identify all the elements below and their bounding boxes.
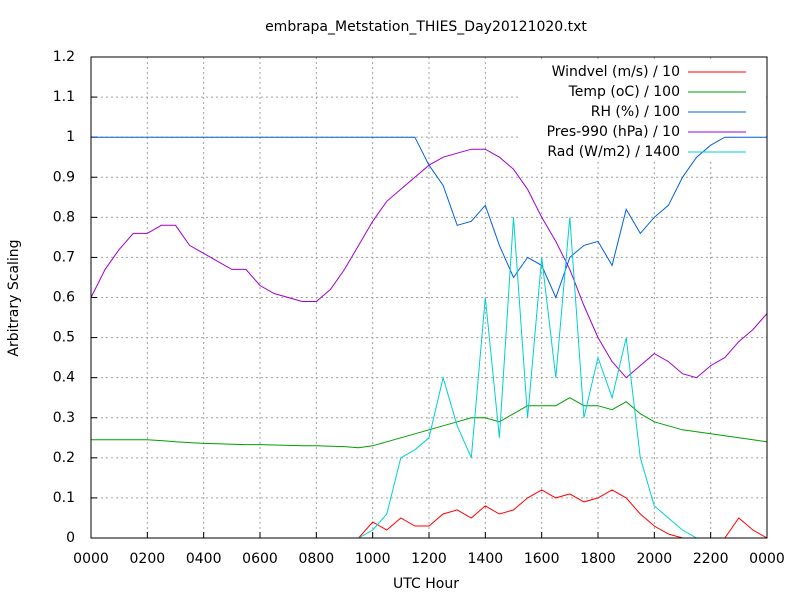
series-line: [91, 397, 768, 449]
legend-label: Temp (oC) / 100: [568, 84, 680, 100]
x-tick-label: 1400: [468, 551, 504, 567]
legend-box: [520, 60, 764, 160]
x-tick-label: 0000: [73, 551, 109, 567]
y-tick-label: 0.2: [53, 450, 75, 466]
y-tick-label: 0.4: [53, 370, 75, 386]
y-tick-label: 0.5: [53, 330, 75, 346]
plot-border: [90, 56, 768, 539]
chart-title: embrapa_Metstation_THIES_Day20121020.txt: [265, 19, 587, 35]
y-tick-label: 1.2: [53, 49, 75, 65]
y-tick-label: 0.6: [53, 290, 75, 306]
x-tick-label: 1600: [524, 551, 560, 567]
y-tick-label: 0.9: [53, 169, 75, 185]
y-tick-label: 1: [66, 129, 75, 145]
y-tick-label: 0.3: [53, 410, 75, 426]
y-tick-label: 0.8: [53, 209, 75, 225]
y-tick-label: 0: [66, 530, 75, 546]
x-tick-label: 1800: [580, 551, 616, 567]
x-tick-label: 2200: [693, 551, 729, 567]
y-tick-label: 1.1: [53, 89, 75, 105]
x-tick-label: 0200: [130, 551, 166, 567]
x-tick-label: 0400: [186, 551, 222, 567]
x-axis-label: UTC Hour: [393, 576, 459, 592]
x-tick-label: 0600: [242, 551, 278, 567]
legend-label: RH (%) / 100: [591, 104, 680, 120]
legend-label: Pres-990 (hPa) / 10: [547, 124, 680, 140]
y-tick-label: 0.7: [53, 249, 75, 265]
x-tick-label: 1200: [411, 551, 447, 567]
x-tick-label: 2000: [637, 551, 673, 567]
x-tick-label: 0800: [299, 551, 335, 567]
legend-label: Windvel (m/s) / 10: [552, 64, 680, 80]
legend-label: Rad (W/m2) / 1400: [547, 144, 680, 160]
y-axis-label: Arbitrary Scaling: [6, 239, 22, 356]
x-tick-label: 0000: [749, 551, 785, 567]
x-tick-label: 1000: [355, 551, 391, 567]
y-tick-label: 0.1: [53, 490, 75, 506]
series-line: [90, 148, 768, 379]
